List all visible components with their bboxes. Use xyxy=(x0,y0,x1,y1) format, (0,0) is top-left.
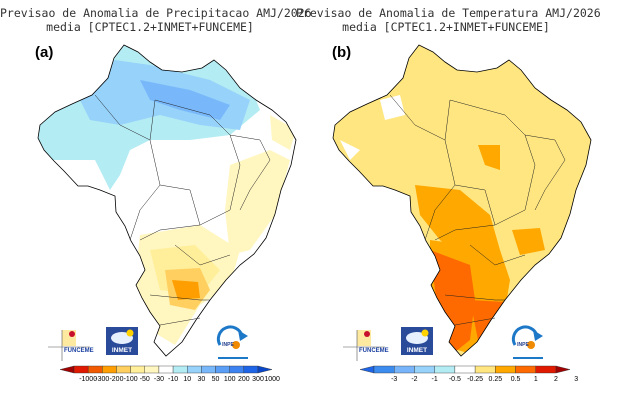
colorbar-swatch xyxy=(373,365,395,374)
logo-inpe: INPE xyxy=(216,325,248,359)
orange-west-region xyxy=(415,185,500,265)
blue-darker-region xyxy=(140,80,230,120)
colorbar-swatch xyxy=(515,365,536,374)
colorbar-swatch xyxy=(187,365,202,374)
logo-inmet: INMET xyxy=(106,327,138,355)
title-line1: Previsao de Anomalia de Temperatura AMJ/… xyxy=(296,6,601,20)
title-precipitation: Previsao de Anomalia de Precipitacao AMJ… xyxy=(0,6,312,34)
colorbar-swatch xyxy=(144,365,160,374)
colorbar-precipitation: -1000-300 -200 -100 -50 -30 -10 10 30 50 100 200 30… xyxy=(59,365,280,383)
colorbar-swatch xyxy=(394,365,415,374)
colorbar-tick-label: -3 xyxy=(391,376,397,383)
state-borders xyxy=(389,94,566,326)
colorbar-tick-label: -0.5 xyxy=(449,376,461,383)
colorbar-swatch xyxy=(243,365,259,374)
colorbar-tick-label: 0.25 xyxy=(489,376,503,383)
title-line1: Previsao de Anomalia de Precipitacao AMJ… xyxy=(0,6,312,20)
colorbar-tick-label: -10 xyxy=(168,376,178,383)
colorbar-tick-label: 50 xyxy=(212,376,220,383)
colorbar-tick-label: -50 xyxy=(140,376,150,383)
colorbar-tick-label: -200 xyxy=(109,376,123,383)
colorbar-swatch xyxy=(73,365,89,374)
title-temperature: Previsao de Anomalia de Temperatura AMJ/… xyxy=(296,6,601,34)
colorbar-tick-label: 1 xyxy=(534,376,538,383)
colorbar-tick-label: -1000 xyxy=(79,376,97,383)
panel-label-b: (b) xyxy=(332,44,352,61)
colorbar-tick-label: 1000 xyxy=(264,376,280,383)
colorbar-swatch xyxy=(434,365,456,374)
colorbar-swatch xyxy=(116,365,131,374)
colorbar-arrow-low xyxy=(59,365,75,374)
colorbar-tick-label: -0.25 xyxy=(467,376,483,383)
colorbar-swatch xyxy=(158,365,174,374)
colorbar-tick-label: -1 xyxy=(432,376,438,383)
colorbar-tick-label: 0.5 xyxy=(511,376,521,383)
colorbar-tick-label: -30 xyxy=(154,376,164,383)
inpe-text: INPE xyxy=(517,342,529,348)
colorbar-swatch xyxy=(535,365,557,374)
colorbar-swatch xyxy=(130,365,145,374)
logos-panel-b: FUNCEME INMET INPE xyxy=(343,325,543,361)
colorbar-arrow-high xyxy=(555,365,571,374)
inmet-text: INMET xyxy=(112,347,132,354)
colorbar-temperature: -3 -2 -1 -0.5 -0.25 0.25 0.5 1 2 3 xyxy=(359,365,578,383)
logo-funceme: FUNCEME xyxy=(48,330,94,361)
colorbar-tick-label: 300 xyxy=(252,376,264,383)
orange-central-patch xyxy=(478,145,545,255)
title-line2: media [CPTEC1.2+INMET+FUNCEME] xyxy=(342,20,550,34)
colorbar-swatch xyxy=(201,365,216,374)
colorbar-arrow-high xyxy=(257,365,273,374)
colorbar-tick-label: -100 xyxy=(124,376,138,383)
funceme-text: FUNCEME xyxy=(64,348,94,354)
colorbar-swatch xyxy=(215,365,230,374)
colorbar-swatch xyxy=(102,365,117,374)
colorbar-tick-label: -300 xyxy=(95,376,109,383)
yellow-east-region xyxy=(225,150,290,255)
colorbar-tick-label: 3 xyxy=(574,376,578,383)
map-temperature xyxy=(332,44,592,357)
state-borders xyxy=(94,94,271,326)
colorbar-tick-label: 10 xyxy=(183,376,191,383)
inpe-text: INPE xyxy=(222,342,234,348)
colorbar-swatch xyxy=(414,365,435,374)
colorbar-tick-label: 100 xyxy=(224,376,236,383)
map-precipitation xyxy=(37,44,297,357)
colorbar-tick-label: -2 xyxy=(411,376,417,383)
colorbar-swatch xyxy=(454,365,476,374)
colorbar-tick-label: 2 xyxy=(554,376,558,383)
colorbar-swatch xyxy=(87,365,103,374)
colorbar-tick-label: 200 xyxy=(238,376,250,383)
panel-label-a: (a) xyxy=(35,44,54,61)
inmet-text: INMET xyxy=(407,347,427,354)
colorbar-swatch xyxy=(474,365,496,374)
yellow-northeast-region xyxy=(270,115,296,150)
colorbar-tick-label: 30 xyxy=(197,376,205,383)
colorbar-swatch xyxy=(229,365,245,374)
funceme-text: FUNCEME xyxy=(359,348,389,354)
colorbar-swatch xyxy=(495,365,516,374)
colorbar-arrow-low xyxy=(359,365,375,374)
colorbar-swatch xyxy=(172,365,188,374)
orange-strong-region xyxy=(172,280,200,300)
title-line2: media [CPTEC1.2+INMET+FUNCEME] xyxy=(46,20,254,34)
